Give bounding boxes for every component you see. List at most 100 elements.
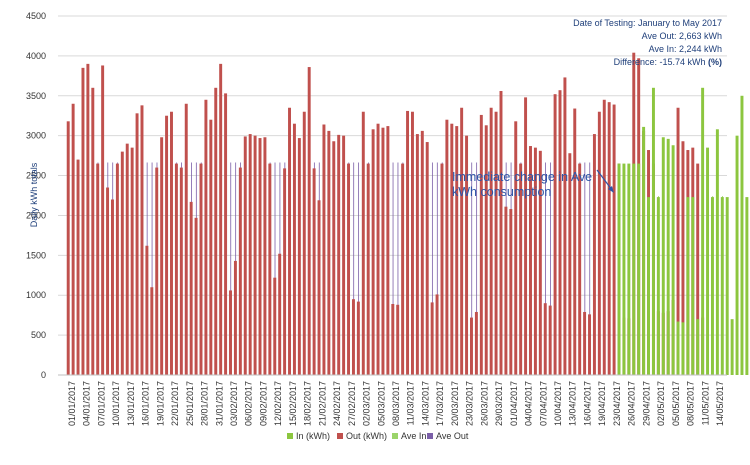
in-bar <box>701 87 705 376</box>
info-line-date: Date of Testing: January to May 2017 <box>573 18 722 28</box>
out-bar <box>224 93 228 375</box>
out-bar <box>189 201 193 375</box>
in-bar <box>740 95 744 376</box>
in-bar <box>686 197 690 375</box>
out-bar <box>465 135 469 375</box>
out-bar <box>130 147 134 375</box>
out-bar <box>302 111 306 375</box>
x-tick-label: 09/02/2017 <box>258 381 268 426</box>
out-bar <box>165 115 169 375</box>
info-line-difference: Difference: -15.74 kWh (%) <box>614 57 722 67</box>
out-bar <box>415 134 419 375</box>
out-bar <box>106 187 110 375</box>
out-bar <box>86 63 90 375</box>
out-bar <box>170 111 173 375</box>
out-bar <box>96 163 100 375</box>
legend-label-in: In (kWh) <box>296 431 330 441</box>
x-tick-label: 16/04/2017 <box>582 381 592 426</box>
out-bar <box>76 159 80 375</box>
out-bar <box>455 126 459 376</box>
out-bar <box>470 317 473 375</box>
out-bar <box>592 134 596 375</box>
in-bar <box>671 145 675 375</box>
out-bar <box>533 147 537 375</box>
out-bar <box>145 245 149 375</box>
info-line-ave-in: Ave In: 2,244 kWh <box>649 44 722 54</box>
x-tick-label: 04/01/2017 <box>82 381 92 426</box>
out-bar <box>681 141 685 375</box>
x-tick-label: 22/01/2017 <box>170 381 180 426</box>
in-bar <box>647 197 651 375</box>
out-bar <box>401 163 405 375</box>
out-bar <box>386 126 390 376</box>
x-tick-label: 23/03/2017 <box>465 381 475 426</box>
out-bar <box>263 137 267 375</box>
x-tick-label: 05/03/2017 <box>376 381 386 426</box>
x-tick-labels: 01/01/2017 04/01/2017 07/01/2017 10/01/2017… <box>67 381 725 426</box>
x-tick-label: 29/04/2017 <box>641 381 651 426</box>
y-tick-label: 3500 <box>26 91 46 101</box>
out-bar <box>499 90 503 375</box>
out-bar <box>347 163 351 375</box>
in-bar <box>632 163 636 375</box>
daily-bars <box>66 52 749 376</box>
legend: In (kWh) Out (kWh) Ave In Ave Out <box>287 431 469 441</box>
x-tick-label: 08/05/2017 <box>686 381 696 426</box>
info-box: Date of Testing: January to May 2017 Ave… <box>573 18 722 67</box>
legend-label-ave-in: Ave In <box>401 431 426 441</box>
out-bar <box>204 99 208 376</box>
out-bar <box>509 209 513 375</box>
in-bar <box>691 197 695 375</box>
x-tick-label: 31/01/2017 <box>214 381 224 426</box>
out-bar <box>612 104 616 375</box>
y-tick-label: 2000 <box>26 210 46 220</box>
x-tick-label: 04/04/2017 <box>524 381 534 426</box>
out-bar <box>214 87 218 376</box>
x-tick-label: 13/01/2017 <box>126 381 136 426</box>
x-tick-label: 06/02/2017 <box>244 381 254 426</box>
out-bar <box>529 146 532 375</box>
out-bar <box>371 129 375 375</box>
out-bar <box>445 119 449 375</box>
out-bar <box>381 127 385 375</box>
out-bar <box>568 153 572 375</box>
legend-label-ave-out: Ave Out <box>436 431 469 441</box>
out-bar <box>160 137 164 375</box>
out-bar <box>514 121 518 375</box>
in-bar <box>715 129 719 375</box>
out-bar <box>155 167 159 375</box>
legend-swatch-ave-out <box>427 433 433 439</box>
in-bar <box>710 197 714 375</box>
y-tick-label: 1000 <box>26 290 46 300</box>
in-bar <box>617 163 621 375</box>
out-bar <box>342 135 346 375</box>
out-bar <box>494 111 498 375</box>
x-tick-label: 28/01/2017 <box>200 381 210 426</box>
out-bar <box>406 110 410 376</box>
out-bar <box>268 163 272 375</box>
out-bar <box>243 136 247 375</box>
in-bar <box>656 197 660 375</box>
out-bar <box>440 163 444 375</box>
x-tick-label: 05/05/2017 <box>671 381 681 426</box>
out-bar <box>312 168 316 375</box>
out-bar <box>283 168 287 375</box>
in-bar <box>696 319 700 375</box>
in-bar <box>661 137 665 375</box>
out-bar <box>297 138 301 375</box>
in-bar <box>735 135 739 375</box>
out-bar <box>420 130 424 375</box>
out-bar <box>238 167 242 375</box>
annotation: Immediate change in Ave kWh consumption <box>452 169 614 199</box>
out-bar <box>125 143 129 375</box>
legend-swatch-out <box>337 433 343 439</box>
out-bar <box>327 130 331 375</box>
out-bar <box>337 134 341 375</box>
out-bar <box>110 199 114 375</box>
out-bar <box>332 141 336 375</box>
out-bar <box>410 111 414 375</box>
out-bar <box>460 107 464 375</box>
out-bar <box>278 253 282 375</box>
out-bar <box>558 90 562 376</box>
